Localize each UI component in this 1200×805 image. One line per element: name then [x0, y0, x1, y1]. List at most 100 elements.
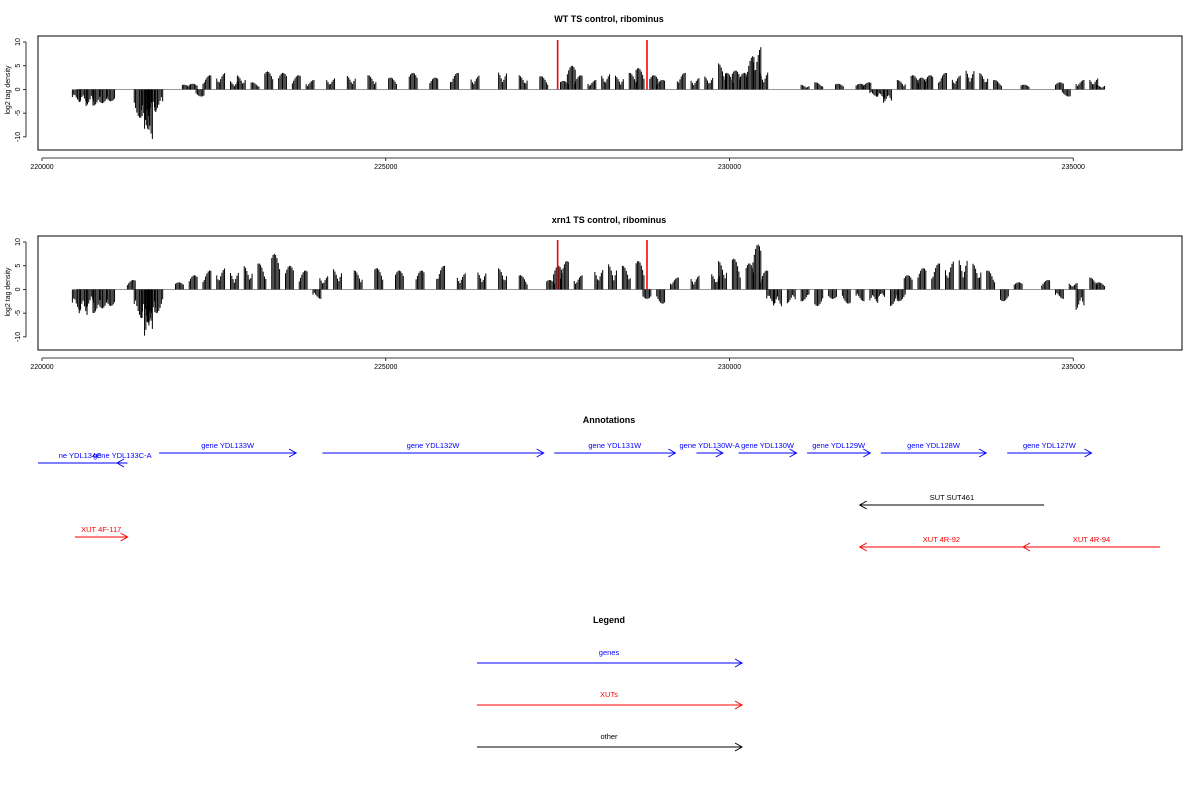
- x-tick-label: 220000: [30, 364, 53, 371]
- annotation-label: SUT SUT461: [930, 493, 974, 502]
- bar: [835, 83, 844, 90]
- annotation-arrow: XUT 4R-92: [858, 535, 1024, 552]
- bar: [1096, 84, 1106, 90]
- annotation-label: gene YDL127W: [1023, 441, 1077, 450]
- y-tick-label: -10: [15, 332, 22, 342]
- y-tick-label: -10: [15, 132, 22, 142]
- bar: [931, 263, 941, 290]
- annotation-arrow: ne YDL134C: [38, 451, 123, 464]
- bar: [752, 244, 762, 290]
- bar: [1096, 282, 1106, 290]
- bar: [855, 289, 865, 302]
- legend-label: genes: [599, 648, 620, 657]
- y-tick-label: 0: [15, 87, 22, 91]
- bar: [429, 77, 439, 90]
- annotation-label: XUT 4F-117: [81, 525, 121, 534]
- bar: [415, 270, 425, 290]
- bar: [326, 78, 336, 90]
- annotation-label: XUT 4R-92: [923, 535, 960, 544]
- bar: [718, 261, 727, 290]
- bar: [106, 289, 116, 307]
- bar: [979, 73, 989, 90]
- x-tick-label: 225000: [374, 164, 397, 171]
- bar: [333, 269, 342, 290]
- bar: [958, 260, 968, 290]
- bar: [883, 89, 892, 103]
- bar: [594, 270, 604, 290]
- bar: [560, 260, 569, 290]
- bar: [436, 265, 446, 290]
- bar: [731, 258, 741, 290]
- annotations-title: Annotations: [583, 415, 636, 425]
- bar: [587, 79, 597, 90]
- bar: [395, 270, 404, 290]
- bar: [1020, 84, 1030, 90]
- bar: [759, 72, 769, 90]
- bar: [573, 75, 583, 90]
- annotation-label: gene YDL133C-A: [93, 451, 152, 460]
- x-tick-label: 235000: [1062, 364, 1085, 371]
- bar: [216, 268, 226, 290]
- bar: [1075, 79, 1085, 90]
- bar: [312, 289, 322, 299]
- bar: [862, 82, 872, 90]
- legend-item: other: [477, 732, 744, 752]
- bar: [855, 83, 865, 90]
- bar: [965, 70, 975, 90]
- bar: [690, 275, 700, 290]
- bar: [573, 275, 583, 290]
- bar: [236, 75, 246, 90]
- plot-frame: [37, 35, 1183, 151]
- bar: [298, 270, 308, 290]
- bar: [1061, 89, 1071, 97]
- y-tick-label: -5: [15, 310, 22, 316]
- bar: [353, 270, 363, 290]
- bar: [635, 68, 645, 90]
- bar: [642, 289, 652, 299]
- bar: [346, 75, 356, 90]
- annotation-arrow: gene YDL128W: [880, 441, 988, 458]
- bar: [285, 265, 294, 290]
- y-axis-label: log2 tag density: [5, 65, 12, 115]
- bar: [202, 75, 212, 90]
- annotation-label: gene YDL132W: [407, 441, 461, 450]
- legend-title: Legend: [593, 615, 625, 625]
- panel-xrn1: xrn1 TS control, ribominus log2 tag dens…: [5, 215, 1183, 371]
- bar: [257, 263, 267, 290]
- bar: [264, 71, 274, 90]
- bar: [752, 47, 762, 90]
- bar: [656, 289, 666, 304]
- legend-item: genes: [477, 648, 744, 668]
- bar: [656, 80, 666, 90]
- annotation-label: XUT 4R-94: [1073, 535, 1110, 544]
- bar: [938, 72, 947, 90]
- bar: [498, 268, 507, 290]
- bar: [456, 273, 466, 290]
- y-axis: -10 -5 0 5 10: [15, 238, 27, 342]
- bar: [1041, 279, 1051, 290]
- annotation-arrow: gene YDL129W: [807, 441, 872, 458]
- legend-item: XUTs: [477, 690, 744, 710]
- bar: [917, 268, 927, 290]
- annotation-arrow: gene YDL133C-A: [93, 451, 152, 468]
- y-tick-label: 5: [15, 64, 22, 68]
- annotation-arrow: gene YDL130W-A: [680, 441, 740, 458]
- annotation-arrow: gene YDL131W: [554, 441, 677, 458]
- annotation-arrow: gene YDL130W: [738, 441, 798, 458]
- bar: [993, 79, 1002, 90]
- bar: [498, 72, 507, 90]
- panel-title: WT TS control, ribominus: [554, 14, 664, 24]
- bar: [319, 276, 329, 290]
- x-tick-label: 230000: [718, 164, 741, 171]
- bar: [1013, 282, 1023, 290]
- bar: [271, 253, 281, 290]
- legend-label: XUTs: [600, 690, 618, 699]
- bars-group: [71, 40, 1106, 139]
- annotation-label: gene YDL131W: [588, 441, 642, 450]
- x-tick-label: 220000: [30, 164, 53, 171]
- bar: [876, 289, 886, 299]
- bar: [374, 268, 384, 290]
- y-tick-label: -5: [15, 110, 22, 116]
- bar: [450, 72, 459, 90]
